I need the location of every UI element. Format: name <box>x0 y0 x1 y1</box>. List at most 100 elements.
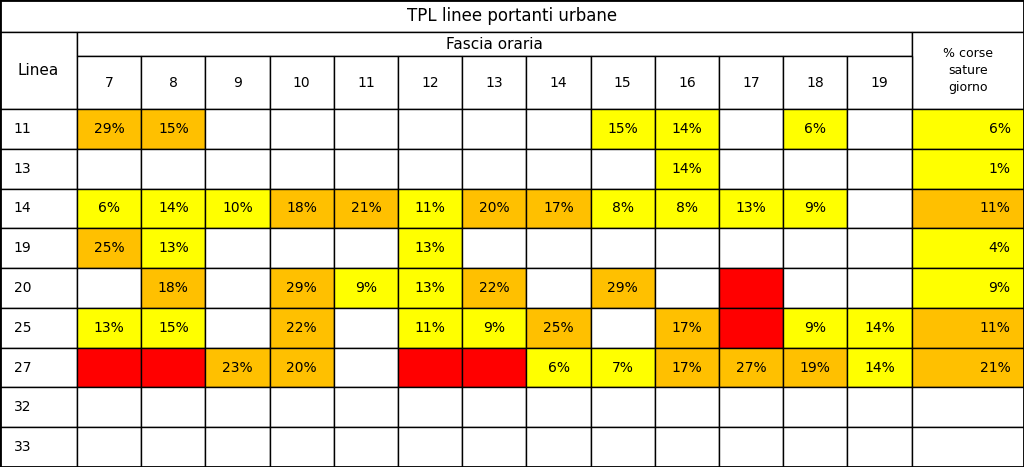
Bar <box>398 149 462 189</box>
Text: 42%: 42% <box>414 361 446 375</box>
Text: 13: 13 <box>14 162 32 176</box>
Text: 14%: 14% <box>672 162 702 176</box>
Bar <box>526 427 591 467</box>
Bar <box>911 348 1024 388</box>
Text: 9%: 9% <box>804 321 826 335</box>
Bar <box>848 348 911 388</box>
Bar <box>77 32 911 57</box>
Bar <box>526 348 591 388</box>
Text: 38%: 38% <box>157 361 190 375</box>
Bar <box>141 57 206 109</box>
Text: Linea: Linea <box>17 63 59 78</box>
Bar <box>141 149 206 189</box>
Text: 11: 11 <box>357 76 375 90</box>
Bar <box>269 57 334 109</box>
Text: 38%: 38% <box>734 281 768 295</box>
Text: 20: 20 <box>14 281 32 295</box>
Bar <box>654 228 719 268</box>
Text: 6%: 6% <box>548 361 569 375</box>
Bar <box>206 109 269 149</box>
Bar <box>462 109 526 149</box>
Bar <box>334 427 398 467</box>
Text: 20%: 20% <box>479 201 510 215</box>
Bar <box>206 189 269 228</box>
Text: 19%: 19% <box>800 361 830 375</box>
Bar <box>398 308 462 348</box>
Bar <box>911 308 1024 348</box>
Bar <box>591 228 654 268</box>
Text: % corse
sature
giorno: % corse sature giorno <box>943 47 993 94</box>
Bar <box>141 308 206 348</box>
Bar <box>591 57 654 109</box>
Text: 16: 16 <box>678 76 696 90</box>
Bar <box>334 149 398 189</box>
Bar <box>0 268 77 308</box>
Bar <box>526 189 591 228</box>
Text: 10%: 10% <box>222 201 253 215</box>
Bar <box>719 308 783 348</box>
Text: 14: 14 <box>550 76 567 90</box>
Bar <box>462 149 526 189</box>
Bar <box>77 228 141 268</box>
Bar <box>591 348 654 388</box>
Bar <box>848 427 911 467</box>
Bar <box>911 32 1024 109</box>
Bar <box>654 57 719 109</box>
Text: 6%: 6% <box>988 122 1011 136</box>
Bar <box>0 427 77 467</box>
Text: 21%: 21% <box>350 201 381 215</box>
Bar <box>206 388 269 427</box>
Bar <box>141 228 206 268</box>
Bar <box>77 308 141 348</box>
Bar <box>654 348 719 388</box>
Text: 27%: 27% <box>736 361 766 375</box>
Bar <box>334 348 398 388</box>
Bar <box>269 109 334 149</box>
Bar <box>848 149 911 189</box>
Bar <box>206 228 269 268</box>
Text: 15%: 15% <box>158 321 188 335</box>
Bar <box>334 268 398 308</box>
Bar <box>911 228 1024 268</box>
Bar <box>398 427 462 467</box>
Text: 56%: 56% <box>92 361 126 375</box>
Bar <box>591 109 654 149</box>
Bar <box>848 57 911 109</box>
Text: 19: 19 <box>870 76 889 90</box>
Bar <box>462 189 526 228</box>
Bar <box>911 388 1024 427</box>
Bar <box>783 388 848 427</box>
Bar <box>848 268 911 308</box>
Bar <box>526 149 591 189</box>
Text: 17: 17 <box>742 76 760 90</box>
Bar <box>783 189 848 228</box>
Bar <box>334 228 398 268</box>
Bar <box>77 109 141 149</box>
Text: 9%: 9% <box>804 201 826 215</box>
Text: 9%: 9% <box>483 321 506 335</box>
Text: 32: 32 <box>14 400 32 414</box>
Text: 12: 12 <box>421 76 439 90</box>
Text: 7: 7 <box>104 76 114 90</box>
Text: 13: 13 <box>485 76 503 90</box>
Text: 11%: 11% <box>980 321 1011 335</box>
Bar <box>141 189 206 228</box>
Bar <box>77 348 141 388</box>
Text: 13%: 13% <box>94 321 125 335</box>
Bar <box>462 57 526 109</box>
Text: 11%: 11% <box>980 201 1011 215</box>
Text: 17%: 17% <box>543 201 573 215</box>
Text: 33%: 33% <box>478 361 511 375</box>
Text: 11%: 11% <box>415 321 445 335</box>
Bar <box>911 109 1024 149</box>
Bar <box>141 109 206 149</box>
Bar <box>462 268 526 308</box>
Text: 17%: 17% <box>672 321 702 335</box>
Bar <box>654 109 719 149</box>
Bar <box>141 268 206 308</box>
Text: 29%: 29% <box>607 281 638 295</box>
Text: 27: 27 <box>14 361 32 375</box>
Bar <box>0 149 77 189</box>
Bar <box>334 57 398 109</box>
Text: 23%: 23% <box>222 361 253 375</box>
